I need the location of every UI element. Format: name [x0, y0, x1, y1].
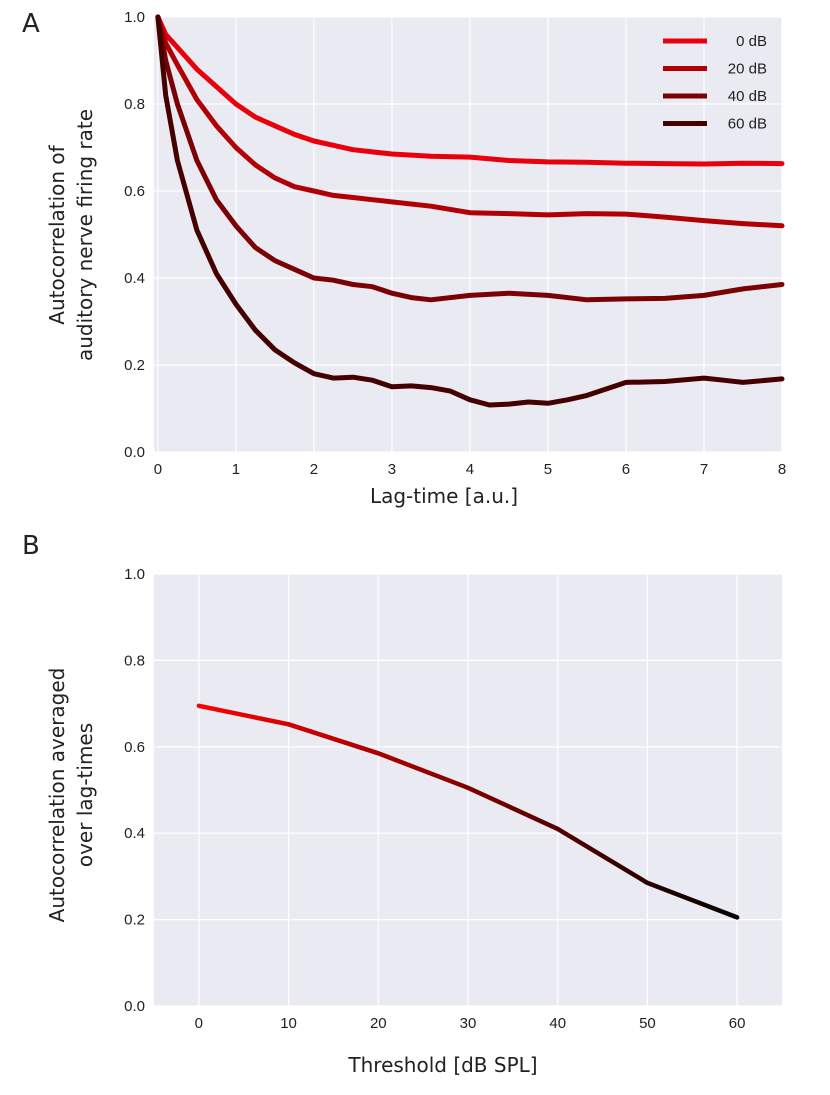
x-axis-title-a: Lag-time [a.u.]: [370, 484, 518, 508]
x-tick-label: 8: [778, 461, 786, 478]
x-tick-label: 30: [460, 1015, 477, 1032]
threshold-line: [196, 703, 740, 920]
plot-area-a: [154, 17, 782, 452]
y-axis-title-b-line2: over lag-times: [73, 723, 97, 867]
y-tick-label: 0.8: [124, 652, 145, 669]
legend-label: 60 dB: [728, 116, 767, 133]
y-tick-labels-b: 0.0 0.2 0.4 0.6 0.8 1.0: [124, 566, 145, 1015]
legend-label: 0 dB: [736, 33, 767, 50]
x-tick-label: 40: [549, 1015, 566, 1032]
y-tick-label: 0.2: [124, 912, 145, 929]
y-axis-title-b-line1: Autocorrelation averaged: [45, 668, 69, 923]
legend-label: 40 dB: [728, 88, 767, 105]
series-line-b: [196, 703, 740, 920]
panel-b-label: B: [22, 531, 40, 561]
y-tick-label: 0.6: [124, 739, 145, 756]
x-tick-label: 0: [195, 1015, 203, 1032]
x-tick-label: 0: [154, 461, 162, 478]
x-axis-title-b: Threshold [dB SPL]: [347, 1053, 537, 1077]
legend-label: 20 dB: [728, 61, 767, 78]
series-line-0-db: [155, 14, 785, 167]
panel-a-label: A: [22, 9, 40, 39]
y-tick-label: 0.4: [124, 270, 145, 287]
y-tick-labels-a: 0.0 0.2 0.4 0.6 0.8 1.0: [124, 9, 145, 461]
y-tick-label: 0.8: [124, 96, 145, 113]
x-tick-label: 7: [700, 461, 708, 478]
panel-a: A 0.0 0.2 0.4 0.6 0.8 1.0 0 1 2 3 4 5 6 7 8 Lag-time …: [22, 9, 786, 508]
y-tick-label: 0.0: [124, 444, 145, 461]
x-tick-label: 50: [639, 1015, 656, 1032]
series-line-40-db: [155, 14, 785, 303]
x-tick-label: 6: [622, 461, 630, 478]
y-tick-label: 1.0: [124, 566, 145, 583]
series-line-20-db: [155, 14, 785, 229]
x-tick-label: 1: [232, 461, 240, 478]
x-tick-label: 2: [310, 461, 318, 478]
y-tick-label: 0.0: [124, 998, 145, 1015]
panel-b: B 0.0 0.2 0.4 0.6 0.8 1.0 0 10 20 30 40 50 60 Thres…: [22, 531, 782, 1077]
y-tick-label: 0.2: [124, 357, 145, 374]
series-line-60-db: [155, 14, 785, 408]
x-tick-labels-a: 0 1 2 3 4 5 6 7 8: [154, 461, 786, 478]
y-axis-title-a-line2: auditory nerve firing rate: [73, 109, 97, 361]
grid-b: [154, 573, 782, 1007]
y-tick-label: 0.6: [124, 183, 145, 200]
x-tick-label: 20: [370, 1015, 387, 1032]
series-lines-a: [155, 14, 785, 408]
y-tick-label: 0.4: [124, 825, 145, 842]
x-tick-label: 5: [544, 461, 552, 478]
y-tick-label: 1.0: [124, 9, 145, 26]
y-axis-title-a-line1: Autocorrelation of: [45, 144, 69, 324]
x-tick-label: 4: [466, 461, 474, 478]
x-tick-labels-b: 0 10 20 30 40 50 60: [195, 1015, 746, 1032]
x-tick-label: 3: [388, 461, 396, 478]
x-tick-label: 10: [280, 1015, 297, 1032]
x-tick-label: 60: [729, 1015, 746, 1032]
legend-a: 0 dB 20 dB 40 dB 60 dB: [663, 33, 767, 133]
